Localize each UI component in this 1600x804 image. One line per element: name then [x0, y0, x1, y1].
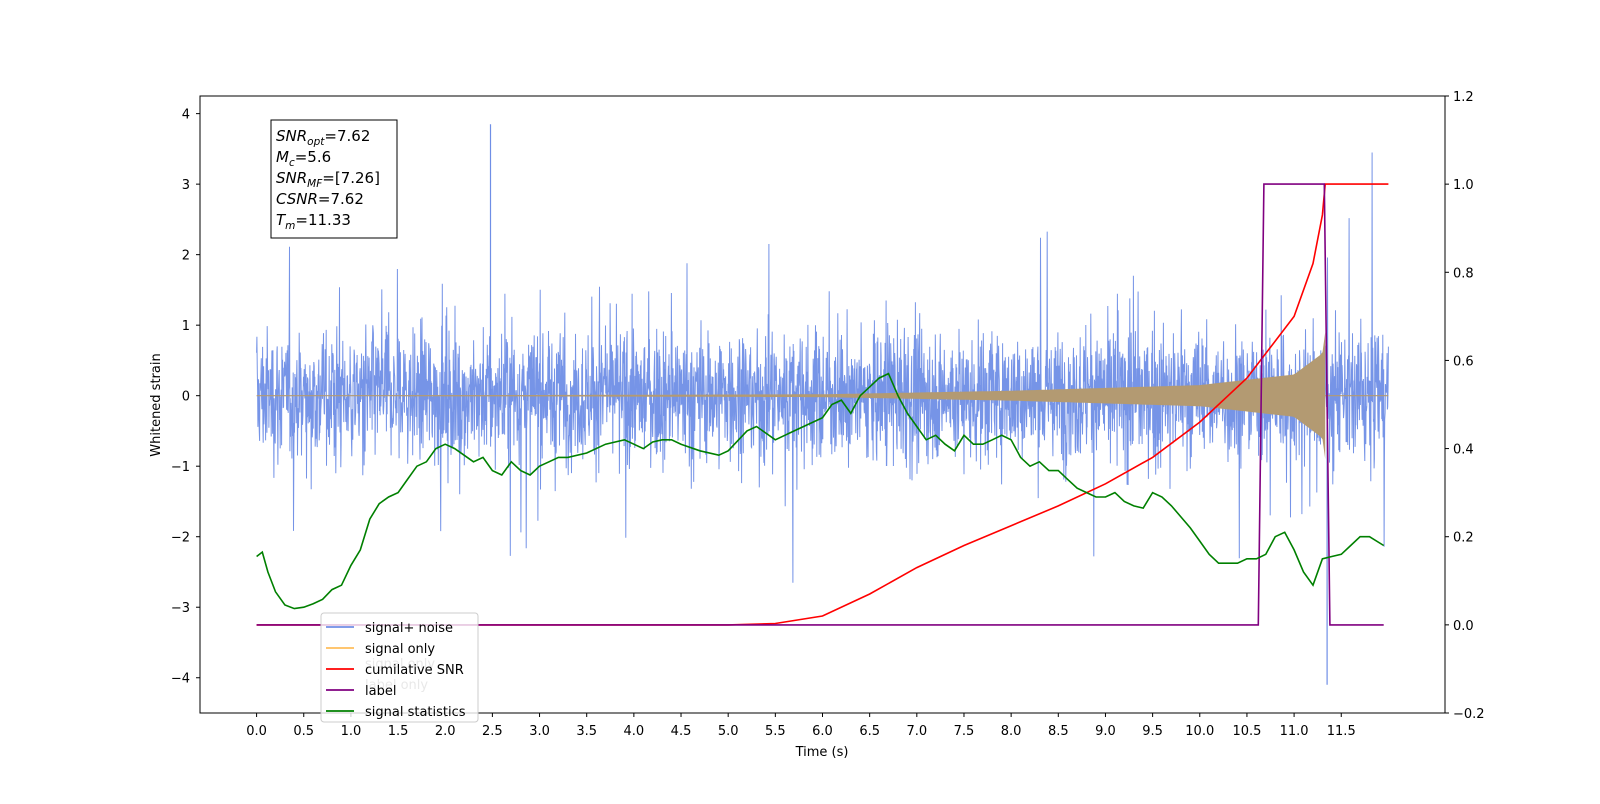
legend-hidden-text: label only [365, 678, 428, 693]
x-tick-label: 10.5 [1232, 724, 1261, 739]
x-tick-label: 4.0 [624, 724, 645, 739]
right-y-tick-label: 0.8 [1453, 266, 1474, 281]
legend-entry-label: cumilative SNR [365, 663, 464, 678]
x-axis-ticks: 0.0 0.5 1.0 1.5 2.0 2.5 3.0 3.5 4.0 4.5 5.0 5.5 6.0 6… [246, 713, 1356, 739]
x-tick-label: 0.0 [246, 724, 267, 739]
x-tick-label: 0.5 [293, 724, 314, 739]
right-y-tick-label: 1.0 [1453, 178, 1474, 193]
right-y-tick-label: −0.2 [1453, 707, 1485, 722]
x-axis-label: Time (s) [795, 745, 849, 760]
x-tick-label: 6.0 [812, 724, 833, 739]
x-tick-label: 7.5 [954, 724, 975, 739]
label-line [256, 183, 1384, 626]
legend: signal only label only signal+ noise signal… [320, 612, 479, 723]
legend-hidden-text: signal only [365, 657, 435, 672]
x-tick-label: 8.5 [1048, 724, 1069, 739]
left-y-tick-label: −3 [171, 601, 190, 616]
left-y-tick-label: 3 [182, 178, 190, 193]
x-tick-label: 1.0 [341, 724, 362, 739]
annotation-line: Tm=11.33 [276, 211, 351, 232]
left-y-tick-label: 0 [182, 390, 190, 405]
x-tick-label: 10.0 [1185, 724, 1214, 739]
legend-entry-label: signal only [365, 642, 435, 657]
x-tick-label: 1.5 [388, 724, 409, 739]
left-y-tick-label: −1 [171, 460, 190, 475]
signal-noise-line [256, 152, 1389, 583]
left-y-tick-label: 4 [182, 108, 190, 123]
left-y-tick-label: 2 [182, 249, 190, 264]
right-y-tick-label: 0.2 [1453, 531, 1474, 546]
x-tick-label: 3.5 [576, 724, 597, 739]
right-axis-series [256, 183, 1389, 626]
x-tick-label: 2.5 [482, 724, 503, 739]
x-tick-label: 8.0 [1001, 724, 1022, 739]
annotation-line: SNRopt=7.62 [276, 127, 370, 148]
legend-entry-label: signal statistics [365, 705, 466, 720]
right-y-tick-label: 0.0 [1453, 619, 1474, 634]
signal-statistics-line [256, 372, 1385, 610]
right-y-axis-ticks: 1.2 1.0 0.8 0.6 0.4 0.2 0.0 −0.2 [1445, 90, 1485, 722]
right-y-tick-label: 1.2 [1453, 90, 1474, 105]
right-y-tick-label: 0.4 [1453, 443, 1474, 458]
x-tick-label: 7.0 [906, 724, 927, 739]
x-tick-label: 11.5 [1327, 724, 1356, 739]
signal-only-series [256, 332, 1389, 460]
annotation-line: Mc=5.6 [276, 148, 331, 169]
x-tick-label: 6.5 [859, 724, 880, 739]
x-tick-label: 2.0 [435, 724, 456, 739]
legend-frame [320, 612, 479, 723]
left-y-axis-ticks: 4 3 2 1 0 −1 −2 −3 −4 [171, 108, 200, 687]
left-y-axis-label: Whitened strain [149, 353, 164, 456]
annotation-frame [270, 119, 398, 239]
x-tick-label: 9.0 [1095, 724, 1116, 739]
legend-entry-label: signal+ noise [365, 621, 453, 636]
cumulative-snr-line [256, 183, 1389, 626]
left-y-tick-label: −4 [171, 672, 190, 687]
x-tick-label: 4.5 [671, 724, 692, 739]
left-y-tick-label: 1 [182, 319, 190, 334]
x-tick-label: 9.5 [1142, 724, 1163, 739]
x-tick-label: 11.0 [1280, 724, 1309, 739]
annotation-line: SNRMF=[7.26] [276, 169, 380, 190]
x-tick-label: 3.0 [529, 724, 550, 739]
x-tick-label: 5.0 [718, 724, 739, 739]
x-tick-label: 5.5 [765, 724, 786, 739]
right-y-tick-label: 0.6 [1453, 354, 1474, 369]
legend-entry-label: label [365, 684, 396, 699]
left-y-tick-label: −2 [171, 531, 190, 546]
annotation-line: CSNR=7.62 [276, 190, 364, 208]
